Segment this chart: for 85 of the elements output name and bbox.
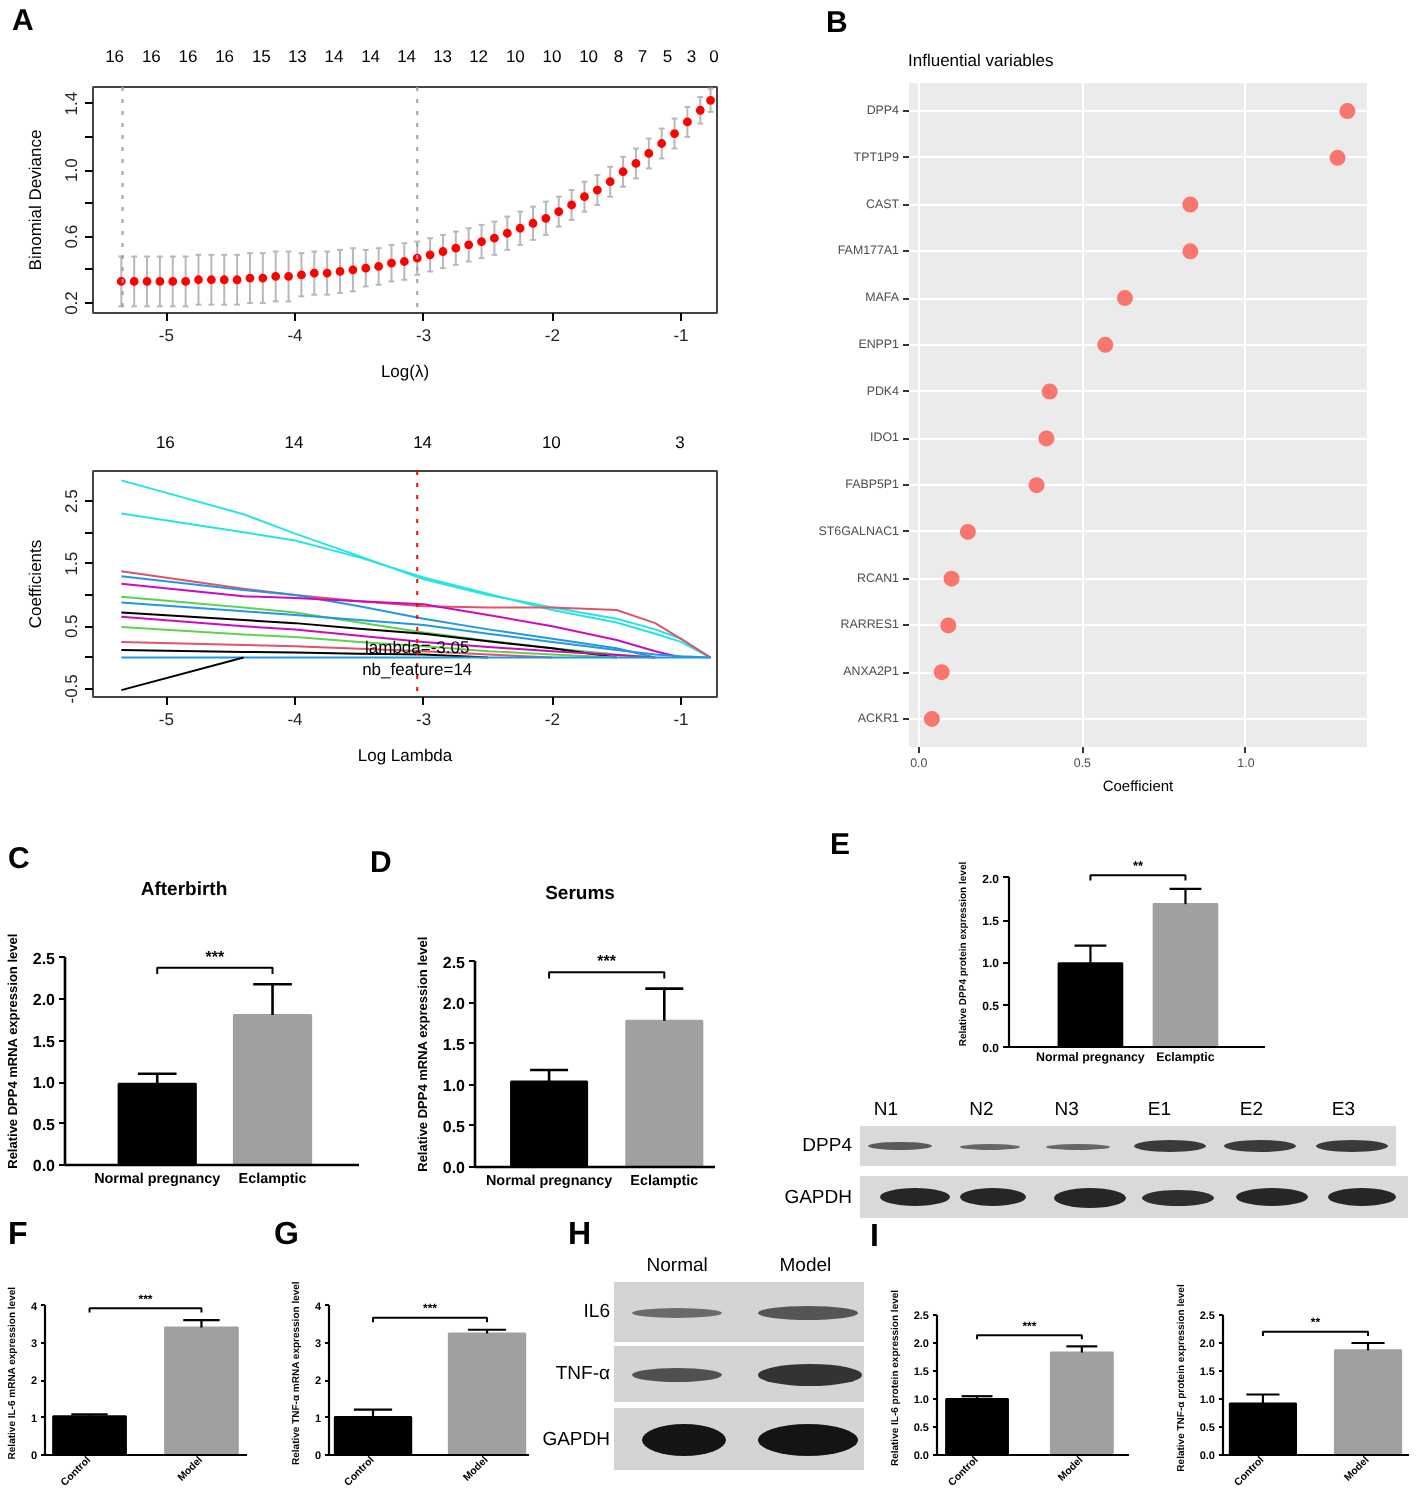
text: F <box>8 1218 28 1252</box>
x-tick-label: -2 <box>544 325 561 345</box>
y-tick-label: 1.5 <box>61 551 81 576</box>
y-tick-label: 0.5 <box>61 613 81 639</box>
text: DPP4 <box>802 1134 852 1157</box>
annotation: *** <box>597 952 618 971</box>
chart-title: Afterbirth <box>140 878 228 901</box>
text: 13 <box>287 45 307 66</box>
y-tick-label: 1.0 <box>32 1074 57 1093</box>
text: 12 <box>469 45 489 66</box>
text: E2 <box>1239 1098 1263 1121</box>
x-tick-label: -4 <box>287 709 304 729</box>
y-tick-label: 2.5 <box>442 953 467 972</box>
text: 14 <box>361 45 381 66</box>
y-axis-title: Binomial Deviance <box>25 129 45 271</box>
x-tick-label: -3 <box>416 325 432 345</box>
y-tick-label: 1.5 <box>442 1035 467 1054</box>
y-tick-label: 1.0 <box>61 157 81 182</box>
y-tick-label: 2.5 <box>32 949 57 968</box>
text: 16 <box>215 45 235 66</box>
text: 10 <box>542 45 562 66</box>
text: 15 <box>251 45 271 66</box>
y-tick-label: 0.6 <box>61 224 81 249</box>
text: GAPDH <box>784 1185 852 1208</box>
y-tick-label: 1.0 <box>442 1076 467 1095</box>
text: 5 <box>662 45 673 66</box>
text: 8 <box>613 45 624 66</box>
x-axis-title: Log(λ) <box>380 361 430 381</box>
chart-title: Serums <box>545 882 615 905</box>
text: G <box>274 1218 299 1252</box>
y-axis-title: Coefficients <box>25 539 45 629</box>
text: C <box>8 842 30 876</box>
y-tick-label: 0.0 <box>32 1157 57 1175</box>
text: Normal <box>646 1254 708 1277</box>
annotation: *** <box>205 947 226 966</box>
text: N1 <box>873 1098 899 1121</box>
text: 14 <box>324 45 344 66</box>
y-tick-label: -0.5 <box>61 673 81 704</box>
annotation: nb_feature=14 <box>362 659 473 680</box>
y-tick-label: 1.5 <box>32 1032 57 1051</box>
text: 16 <box>178 45 198 66</box>
text: H <box>568 1218 592 1252</box>
text: A <box>12 4 34 38</box>
text: B <box>826 6 848 40</box>
y-tick-label: 0.5 <box>32 1115 57 1134</box>
text: 14 <box>397 45 417 66</box>
text: 16 <box>141 45 161 66</box>
text: Model <box>779 1254 832 1277</box>
x-tick-label: -5 <box>158 709 175 729</box>
x-tick-label: -5 <box>158 325 175 345</box>
text: 13 <box>433 45 453 66</box>
text: 10 <box>579 45 599 66</box>
text: N2 <box>969 1098 994 1121</box>
x-tick-label: -1 <box>673 325 690 345</box>
text: E1 <box>1147 1098 1171 1121</box>
text: 14 <box>284 431 304 452</box>
x-tick-label: -3 <box>416 709 432 729</box>
text: TNF-α <box>555 1362 610 1385</box>
text: E <box>830 828 851 862</box>
text: N3 <box>1054 1098 1079 1121</box>
text: 3 <box>686 45 697 66</box>
y-tick-label: 2.0 <box>442 994 467 1013</box>
text: GAPDH <box>542 1427 610 1450</box>
text: 10 <box>541 431 561 452</box>
text: D <box>370 846 392 880</box>
y-tick-label: 2.5 <box>61 488 81 513</box>
text: E3 <box>1331 1098 1355 1121</box>
text: IL6 <box>583 1300 610 1323</box>
y-tick-label: 0.2 <box>61 290 81 315</box>
x-axis-title: Log Lambda <box>357 745 453 765</box>
text: 3 <box>675 431 685 452</box>
text: 14 <box>413 431 433 452</box>
x-tick-label: -4 <box>287 325 304 345</box>
text: 10 <box>505 45 525 66</box>
text: 0 <box>709 45 719 66</box>
y-tick-label: 2.0 <box>32 991 57 1010</box>
x-tick-label: -2 <box>544 709 561 729</box>
x-tick-label: -1 <box>673 709 690 729</box>
y-tick-label: 0.5 <box>442 1117 467 1136</box>
y-tick-label: 1.4 <box>61 91 81 116</box>
chart-title: Influential variables <box>908 49 1054 70</box>
text: 16 <box>105 45 125 66</box>
text: 7 <box>637 45 648 66</box>
text: 16 <box>155 431 175 452</box>
text: I <box>870 1220 879 1254</box>
